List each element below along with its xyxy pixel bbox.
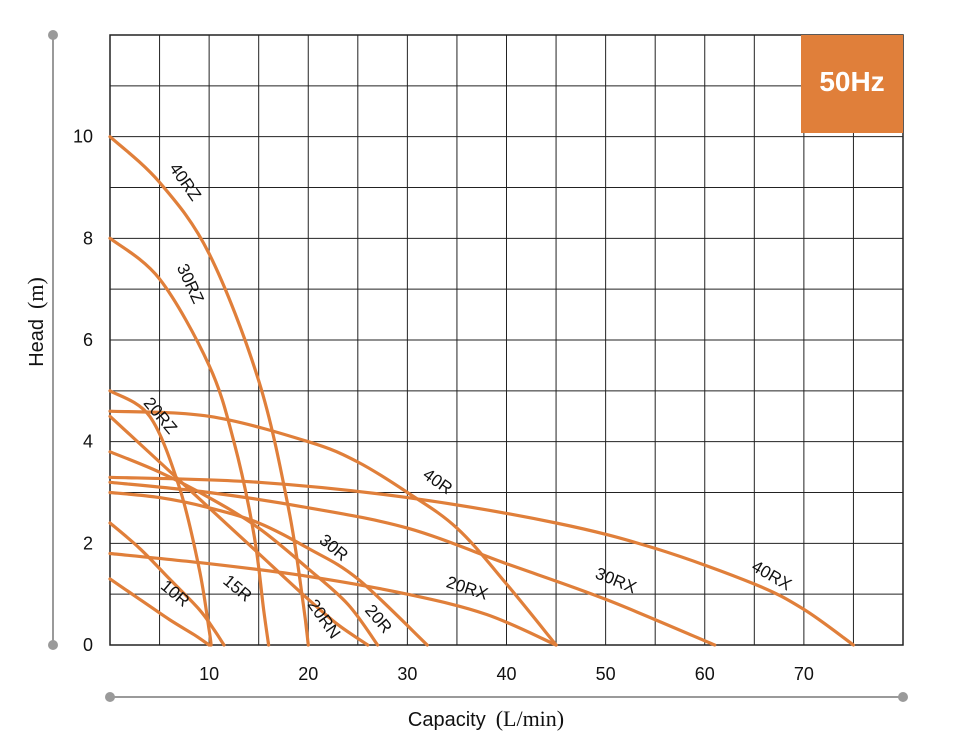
curve-label-20r: 20R [361, 601, 396, 637]
curve-40rx [108, 475, 855, 647]
y-axis-decoration [48, 30, 58, 650]
curve-20r [108, 450, 380, 647]
axis-end-dot [898, 692, 908, 702]
curve-label-40r: 40R [419, 465, 455, 498]
y-tick-label: 8 [83, 228, 93, 248]
y-tick-label: 0 [83, 635, 93, 655]
curve-label-20rz: 20RZ [140, 394, 181, 438]
badge-label: 50Hz [819, 66, 884, 97]
y-tick-label: 6 [83, 330, 93, 350]
curve-30rx [108, 480, 717, 647]
curve-15r [108, 521, 226, 647]
x-tick-label: 50 [596, 664, 616, 684]
x-axis-decoration [105, 692, 908, 702]
x-tick-label: 40 [496, 664, 516, 684]
y-tick-label: 4 [83, 432, 93, 452]
x-tick-label: 10 [199, 664, 219, 684]
x-tick-label: 20 [298, 664, 318, 684]
curve-label-15r: 15R [219, 571, 255, 606]
x-axis-unit: (L/min) [496, 706, 564, 731]
curve-10r [108, 577, 211, 647]
axis-end-dot [48, 640, 58, 650]
x-tick-label: 30 [397, 664, 417, 684]
y-axis-title: Head (m) [23, 277, 48, 367]
curve-label-30rz: 30RZ [173, 261, 208, 307]
curve-label-20rn: 20RN [304, 596, 344, 643]
curves [108, 135, 855, 647]
axis-end-dot [105, 692, 115, 702]
curve-20rx [108, 551, 558, 647]
y-axis-unit: (m) [23, 277, 48, 309]
x-axis-label: Capacity [408, 709, 486, 731]
x-tick-label: 60 [695, 664, 715, 684]
curve-30rz [108, 236, 271, 647]
plot-frame [109, 34, 904, 646]
badge-background [801, 35, 903, 133]
x-tick-label: 70 [794, 664, 814, 684]
axis-end-dot [48, 30, 58, 40]
curve-20rz [108, 389, 213, 647]
curve-label-10r: 10R [157, 576, 193, 611]
x-axis-title: Capacity (L/min) [408, 706, 564, 731]
frequency-badge: 50Hz [801, 35, 903, 133]
y-tick-label: 2 [83, 533, 93, 553]
curve-30r [108, 414, 370, 647]
y-axis-label: Head [26, 319, 48, 367]
grid [110, 35, 903, 645]
curve-20rn [108, 490, 429, 647]
curve-40r [108, 409, 558, 647]
curve-label-30rx: 30RX [593, 564, 640, 598]
y-tick-label: 10 [73, 127, 93, 147]
plot-border [109, 34, 904, 646]
curve-label-30r: 30R [316, 530, 352, 565]
curve-label-20rx: 20RX [444, 573, 490, 604]
tick-labels: 10 20 30 40 50 60 70 0 2 4 6 8 10 [73, 127, 814, 684]
curve-label-40rx: 40RX [749, 557, 795, 595]
